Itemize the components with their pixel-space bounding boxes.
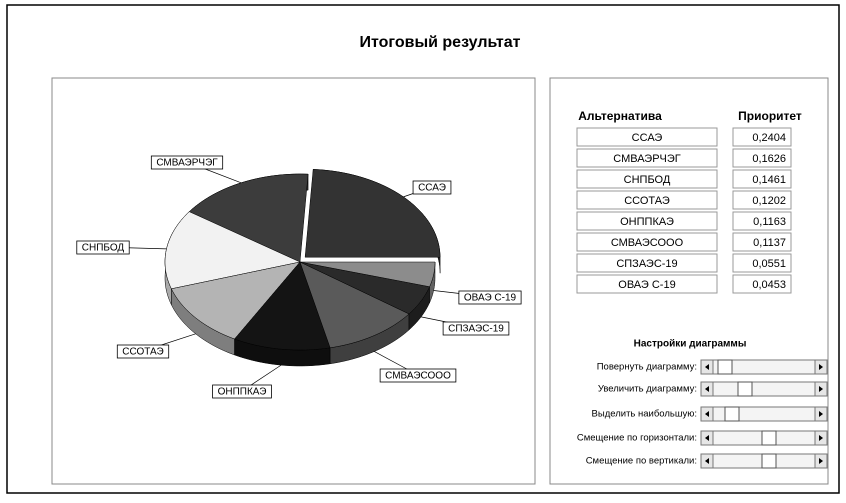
name-cell-text: СНПБОД xyxy=(624,174,671,186)
slice-label: СПЗАЭС-19 xyxy=(448,324,504,335)
value-cell xyxy=(732,169,792,189)
name-cell xyxy=(576,190,718,210)
name-cell-text: СМВАЭСООО xyxy=(611,237,684,249)
pie-slice xyxy=(299,261,430,315)
name-cell-text: СМВАЭРЧЭГ xyxy=(613,153,681,165)
name-cell-text: ССОТАЭ xyxy=(624,195,670,207)
settings-title: Настройки диаграммы xyxy=(634,339,747,350)
pie-slice xyxy=(171,261,301,340)
slice-label-box xyxy=(379,368,457,383)
name-cell xyxy=(576,148,718,168)
pie-slice xyxy=(304,169,441,258)
pie-slice xyxy=(164,211,301,290)
slice-label: СНПБОД xyxy=(82,243,125,254)
name-cell-text: ОВАЭ С-19 xyxy=(618,279,675,291)
value-cell-text: 0,1137 xyxy=(753,237,786,249)
table: ССАЭ 0,2404 СМВАЭРЧЭГ 0,1626 СНПБОД 0,1461 ССО… xyxy=(576,127,792,294)
value-cell-text: 0,0453 xyxy=(752,279,786,291)
name-cell-text: ОНППКАЭ xyxy=(620,216,674,228)
name-cell-text: ССАЭ xyxy=(632,132,663,144)
value-cell xyxy=(732,127,792,147)
slice-label: ССОТАЭ xyxy=(122,347,163,358)
value-cell-text: 0,0551 xyxy=(752,258,786,270)
slider-thumb[interactable] xyxy=(717,359,733,375)
slice-label-box xyxy=(150,155,224,170)
value-cell xyxy=(732,274,792,294)
slice-label-box xyxy=(442,321,510,336)
slider-track[interactable] xyxy=(700,406,828,422)
name-cell xyxy=(576,232,718,252)
name-cell xyxy=(576,169,718,189)
name-cell xyxy=(576,274,718,294)
pie-slice xyxy=(299,261,436,288)
value-cell xyxy=(732,253,792,273)
value-cell-text: 0,1202 xyxy=(752,195,786,207)
pie-slice xyxy=(299,261,410,349)
value-cell-text: 0,1626 xyxy=(752,153,786,165)
arrow-right xyxy=(819,386,823,392)
window-title: Итоговый результат xyxy=(360,34,521,51)
slice-label: СМВАЭРЧЭГ xyxy=(156,158,218,169)
arrow-left xyxy=(705,458,709,464)
value-cell-text: 0,1163 xyxy=(753,216,786,228)
pie-slice xyxy=(234,261,331,351)
name-cell xyxy=(576,127,718,147)
slice-label-box xyxy=(76,240,130,255)
slice-label-box xyxy=(212,384,272,399)
slice-label: СМВАЭСООО xyxy=(385,371,451,382)
value-cell xyxy=(732,211,792,231)
name-cell xyxy=(576,211,718,231)
value-cell xyxy=(732,190,792,210)
table-header: Альтернатива xyxy=(578,109,662,123)
value-cell xyxy=(732,232,792,252)
value-cell xyxy=(732,148,792,168)
slice-label-box xyxy=(412,180,452,195)
table-header: Приоритет xyxy=(738,109,802,123)
arrow-right xyxy=(819,411,823,417)
slice-label-box xyxy=(458,290,522,305)
slice-label: ОНППКАЭ xyxy=(218,387,267,398)
slider-label: Увеличить диаграмму: xyxy=(598,384,697,395)
slider-thumb[interactable] xyxy=(724,406,740,422)
slider-thumb[interactable] xyxy=(761,453,777,469)
arrow-right xyxy=(819,435,823,441)
name-cell xyxy=(576,253,718,273)
arrow-right xyxy=(819,458,823,464)
arrow-left xyxy=(705,411,709,417)
value-cell-text: 0,1461 xyxy=(752,174,786,186)
slider-label: Выделить наибольшую: xyxy=(592,409,697,420)
sliders: Повернуть диаграмму: Увеличить диаграмму:… xyxy=(577,359,828,469)
value-cell-text: 0,2404 xyxy=(752,132,786,144)
slice-label: ОВАЭ С-19 xyxy=(464,293,517,304)
slice-label-box xyxy=(116,344,170,359)
slider-label: Повернуть диаграмму: xyxy=(597,362,697,373)
slider-thumb[interactable] xyxy=(737,381,753,397)
pie: ССАЭ СМВАЭРЧЭГ СНПБОД ССОТАЭ ОНППКАЭ СМВАЭСОО… xyxy=(76,155,522,399)
slider-label: Смещение по вертикали: xyxy=(586,456,697,467)
arrow-right xyxy=(819,364,823,370)
slider-label: Смещение по горизонтали: xyxy=(577,433,697,444)
slice-label: ССАЭ xyxy=(418,183,446,194)
arrow-left xyxy=(705,386,709,392)
name-cell-text: СПЗАЭС-19 xyxy=(616,258,677,270)
arrow-left xyxy=(705,364,709,370)
slider-thumb[interactable] xyxy=(761,430,777,446)
slider-track[interactable] xyxy=(700,381,828,397)
arrow-left xyxy=(705,435,709,441)
pie-slice xyxy=(188,173,309,263)
